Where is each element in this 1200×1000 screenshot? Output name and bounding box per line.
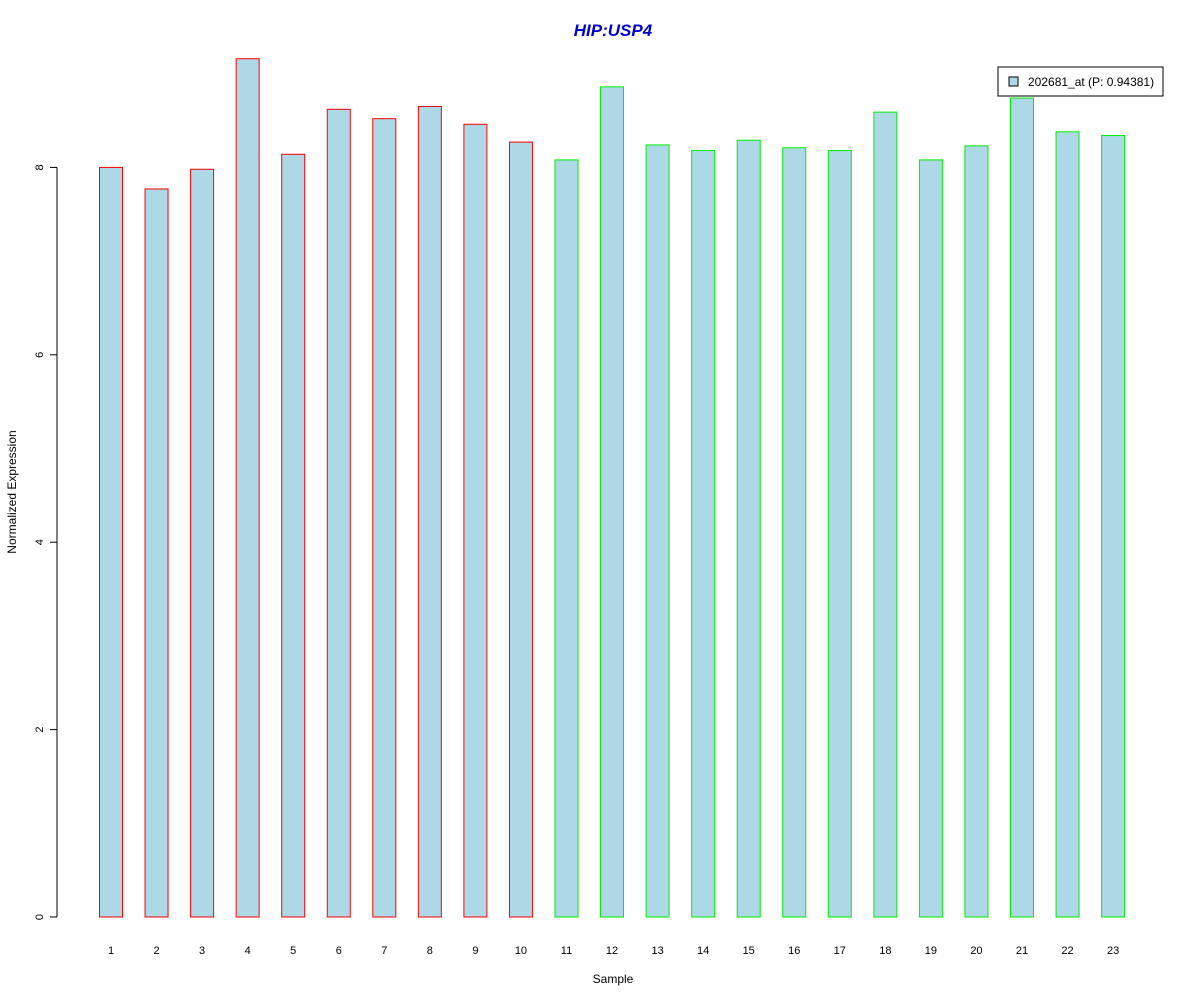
x-tick-labels: 1 2 3 4 5 6 7 8 9 10 11 12 13 14 15 16 17 18 19 20 21 22 23 — [108, 945, 1119, 957]
bar-sample-12 — [600, 86, 625, 918]
x-axis-label: Sample — [593, 972, 634, 986]
x-tick-label: 19 — [925, 945, 937, 957]
bar-sample-3 — [190, 168, 215, 918]
y-axis: 0 2 4 6 8 — [34, 164, 58, 920]
x-tick-label: 1 — [108, 945, 114, 957]
legend-box — [997, 66, 1164, 97]
bar-sample-9 — [463, 123, 488, 918]
x-tick-label: 14 — [697, 945, 709, 957]
bar-sample-20 — [964, 145, 989, 918]
bar-sample-4 — [235, 58, 260, 918]
legend-swatch — [1008, 76, 1019, 87]
x-tick-label: 9 — [472, 945, 478, 957]
bar-sample-15 — [736, 139, 761, 918]
x-tick-label: 22 — [1061, 945, 1073, 957]
bar-sample-22 — [1055, 131, 1080, 918]
bar-sample-18 — [873, 111, 898, 918]
x-tick-label: 10 — [515, 945, 527, 957]
legend: 202681_at (P: 0.94381) — [997, 66, 1164, 97]
x-tick-label: 4 — [245, 945, 251, 957]
x-tick-label: 16 — [788, 945, 800, 957]
bar-sample-11 — [554, 159, 579, 918]
bar-sample-6 — [326, 108, 351, 918]
legend-entry: 202681_at (P: 0.94381) — [1028, 75, 1154, 89]
bar-sample-19 — [918, 159, 943, 918]
x-tick-label: 7 — [381, 945, 387, 957]
x-tick-label: 3 — [199, 945, 205, 957]
bar-sample-21 — [1010, 97, 1034, 918]
x-tick-label: 13 — [651, 945, 663, 957]
y-tick-label: 2 — [34, 727, 46, 733]
bars-group — [99, 58, 1126, 918]
x-tick-label: 18 — [879, 945, 891, 957]
y-axis-label: Normalized Expression — [5, 430, 19, 553]
x-tick-label: 21 — [1016, 945, 1028, 957]
y-tick-label: 8 — [34, 164, 46, 170]
y-tick-label: 6 — [34, 352, 46, 358]
bar-sample-10 — [508, 141, 533, 918]
bar-sample-16 — [782, 147, 807, 918]
bar-sample-23 — [1101, 135, 1126, 918]
y-tick-label: 0 — [34, 914, 46, 920]
x-tick-label: 12 — [606, 945, 618, 957]
x-tick-label: 23 — [1107, 945, 1119, 957]
x-tick-label: 17 — [834, 945, 846, 957]
bar-sample-17 — [827, 150, 852, 918]
bar-sample-13 — [645, 144, 670, 918]
bar-sample-8 — [417, 105, 442, 918]
y-tick-label: 4 — [34, 539, 46, 545]
x-tick-label: 20 — [970, 945, 982, 957]
x-tick-label: 2 — [153, 945, 159, 957]
x-tick-label: 15 — [743, 945, 755, 957]
bar-sample-5 — [281, 153, 306, 918]
x-tick-label: 8 — [427, 945, 433, 957]
bar-sample-2 — [144, 188, 169, 918]
chart-title: HIP:USP4 — [574, 21, 653, 40]
x-tick-label: 5 — [290, 945, 296, 957]
bar-sample-14 — [691, 150, 716, 918]
x-tick-label: 6 — [336, 945, 342, 957]
bar-sample-7 — [372, 118, 397, 918]
bar-sample-1 — [99, 166, 123, 918]
x-tick-label: 11 — [561, 945, 572, 957]
